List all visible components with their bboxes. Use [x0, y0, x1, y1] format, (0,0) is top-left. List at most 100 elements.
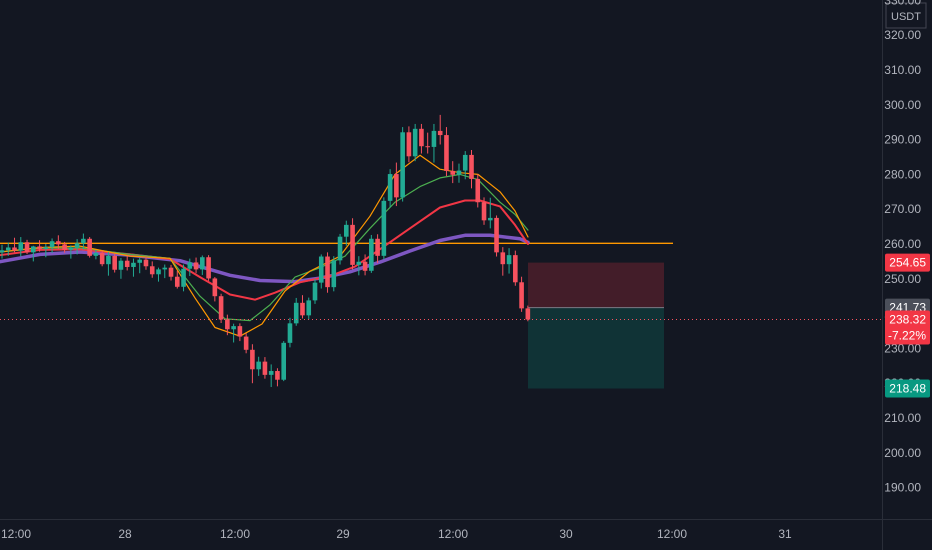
- y-tick-label: 260.00: [884, 237, 921, 251]
- candle: [56, 235, 61, 249]
- candle-body: [462, 154, 468, 171]
- candle-body: [118, 260, 124, 270]
- x-tick-label: 29: [336, 527, 350, 541]
- candle-body: [18, 242, 24, 251]
- candle: [356, 256, 362, 276]
- x-tick-label: 30: [559, 527, 573, 541]
- x-tick-label: 12:00: [657, 527, 687, 541]
- candle: [156, 267, 161, 282]
- candle-body: [494, 217, 499, 253]
- currency-label: USDT: [891, 11, 921, 23]
- x-axis-ticks: 12:00 28 12:00 29 12:00 30 12:00 31: [1, 527, 792, 541]
- candle: [31, 245, 36, 262]
- candle: [162, 264, 168, 279]
- candle: [143, 256, 149, 270]
- candle-body: [12, 247, 17, 251]
- candle: [118, 257, 124, 279]
- currency-box[interactable]: [885, 2, 927, 29]
- candle-body: [68, 247, 74, 250]
- candle-body: [281, 342, 286, 380]
- candle: [124, 255, 130, 271]
- price-tag-change: -7.22%: [888, 328, 926, 342]
- candlestick-series: [0, 114, 531, 388]
- candle-body: [231, 326, 236, 330]
- candle-body: [149, 266, 155, 275]
- candle-body: [318, 256, 324, 283]
- candle-body: [412, 128, 418, 157]
- candle-body: [212, 278, 218, 297]
- candle-body: [400, 132, 405, 198]
- candle: [193, 257, 199, 274]
- candle: [513, 250, 518, 286]
- candle: [181, 264, 186, 292]
- candle: [469, 150, 474, 189]
- candle-body: [74, 243, 80, 248]
- y-tick-label: 250.00: [884, 272, 921, 286]
- candle: [81, 233, 86, 250]
- candle: [325, 252, 330, 293]
- candle-body: [312, 282, 318, 301]
- candle: [369, 234, 374, 273]
- candle-body: [437, 130, 443, 136]
- price-tag-label: 238.32: [889, 312, 926, 326]
- stop-loss-zone: [528, 262, 664, 308]
- candle-body: [168, 267, 174, 277]
- candle-body: [456, 170, 462, 175]
- candle: [318, 254, 324, 289]
- candle: [256, 356, 261, 376]
- candle-body: [331, 260, 337, 288]
- candle-body: [131, 262, 136, 267]
- candle: [362, 254, 368, 276]
- take-profit-zone: [528, 307, 664, 389]
- candle: [0, 244, 5, 259]
- candle: [444, 127, 449, 177]
- candle-body: [187, 262, 193, 269]
- candle-body: [181, 268, 186, 287]
- candle-body: [500, 252, 506, 265]
- candle: [375, 234, 380, 264]
- y-axis-ticks: 190.00200.00210.00220.00230.00240.00250.…: [884, 0, 921, 495]
- price-tag-label: 254.65: [889, 256, 926, 270]
- candle-body: [24, 242, 30, 253]
- candle: [268, 364, 274, 388]
- candle: [62, 241, 67, 253]
- y-tick-label: 290.00: [884, 133, 921, 147]
- candle: [131, 258, 136, 277]
- candle-body: [381, 200, 387, 256]
- price-tag: 254.65: [885, 253, 930, 272]
- candle-body: [237, 326, 243, 337]
- candle: [381, 197, 387, 260]
- candle: [68, 245, 74, 259]
- candle: [419, 123, 424, 154]
- candle: [387, 169, 393, 208]
- candle-body: [293, 302, 299, 324]
- candle: [331, 256, 337, 292]
- y-tick-label: 310.00: [884, 63, 921, 77]
- candle: [506, 248, 512, 274]
- candle: [262, 357, 268, 379]
- candle-body: [519, 282, 524, 309]
- candle: [431, 123, 437, 163]
- candle-body: [275, 371, 280, 380]
- candle: [243, 333, 249, 354]
- candle-body: [487, 217, 493, 221]
- candle: [137, 257, 143, 274]
- candle-body: [362, 261, 368, 271]
- candle: [462, 151, 468, 180]
- candle-body: [62, 244, 67, 250]
- candle-body: [300, 302, 305, 316]
- candle: [525, 305, 531, 322]
- candle-body: [206, 257, 211, 279]
- candle-body: [444, 135, 449, 171]
- candle: [87, 237, 92, 258]
- candle: [93, 250, 99, 260]
- price-tag-box: [885, 379, 930, 398]
- y-tick-label: 210.00: [884, 411, 921, 425]
- candle: [344, 220, 349, 246]
- candle: [475, 174, 481, 208]
- candle-body: [0, 250, 5, 253]
- y-tick-label: 270.00: [884, 202, 921, 216]
- candle-body: [369, 238, 374, 271]
